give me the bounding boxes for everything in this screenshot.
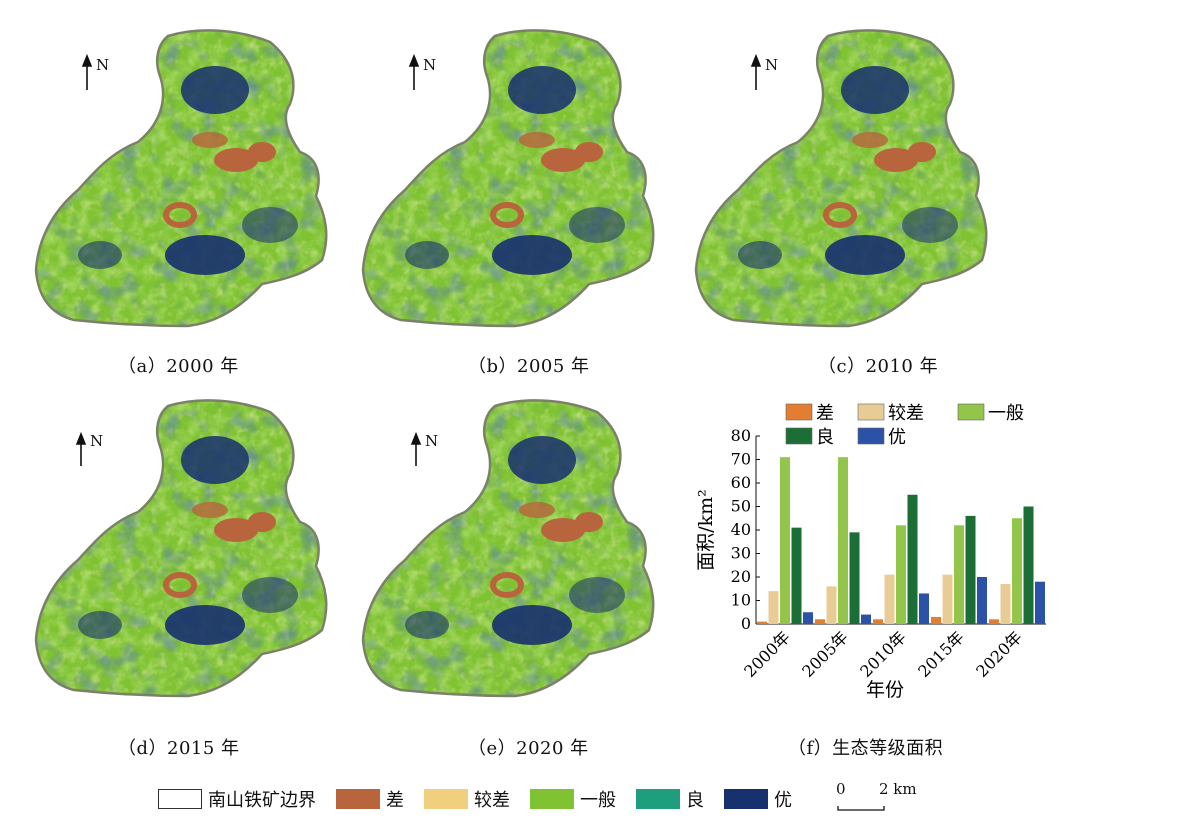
bar: [1035, 581, 1045, 624]
north-label: N: [425, 432, 439, 450]
legend-item-grade-3: 良: [636, 786, 704, 812]
y-tick-label: 0: [741, 614, 751, 633]
x-tick-label: 2000年: [740, 627, 794, 681]
y-tick-label: 10: [731, 591, 751, 610]
map-2010: [660, 0, 1020, 360]
north-arrow-icon: [408, 53, 420, 90]
grade-swatch: [636, 789, 680, 809]
legend-label-grade: 优: [774, 790, 792, 811]
legend-label-grade: 差: [386, 790, 404, 811]
bar: [977, 577, 987, 624]
north-label: N: [765, 56, 779, 74]
bar: [896, 525, 906, 624]
bar: [1023, 506, 1034, 624]
north-label: N: [423, 56, 437, 74]
legend-label: 一般: [988, 403, 1024, 424]
y-tick-label: 40: [731, 520, 751, 539]
north-arrow-icon: [75, 431, 87, 466]
legend-item-grade-0: 差: [336, 786, 404, 812]
legend-label-grade: 一般: [580, 790, 616, 811]
map-2000: [0, 0, 360, 360]
bar: [826, 586, 837, 624]
map-2020: [327, 370, 687, 730]
boundary-swatch: [158, 789, 202, 809]
scale-bar-graphic: [837, 806, 885, 811]
map-legend: 南山铁矿边界 差 较差 一般 良 优: [158, 786, 812, 812]
bar: [942, 574, 953, 624]
ecological-grade-area-chart: 0 10 20 30 40 50 60 70 80 2000年 2005年 2010年 2015年 202…: [695, 403, 1046, 701]
y-tick-label: 70: [731, 450, 751, 469]
y-tick-label: 50: [731, 497, 751, 516]
bar: [954, 525, 964, 624]
map-caption-2020: （e）2020 年: [468, 738, 589, 759]
legend-item-grade-2: 一般: [530, 786, 616, 812]
scale-bar: 0 2 km: [836, 780, 917, 816]
bar: [907, 494, 918, 624]
bar: [931, 616, 941, 624]
north-arrow-icon: [750, 53, 762, 90]
north-arrow-icon: [81, 53, 93, 90]
bar: [919, 593, 929, 624]
legend-label-grade: 良: [686, 790, 704, 811]
y-tick-label: 80: [731, 426, 751, 445]
x-tick-label: 2015年: [914, 627, 968, 681]
bar: [1012, 518, 1022, 624]
x-tick-label: 2020年: [972, 627, 1026, 681]
map-caption-2015: （d）2015 年: [118, 738, 240, 759]
y-tick-label: 30: [731, 544, 751, 563]
y-tick-label: 60: [731, 473, 751, 492]
bar: [791, 527, 802, 624]
north-label: N: [90, 432, 104, 450]
bar: [803, 612, 813, 624]
legend-item-grade-1: 较差: [424, 786, 510, 812]
legend-label-grade: 较差: [474, 790, 510, 811]
bar: [757, 621, 767, 624]
map-caption-2005: （b）2005 年: [468, 356, 590, 377]
bar: [815, 619, 825, 624]
legend-label: 良: [816, 427, 834, 448]
north-arrow-icon: [410, 431, 422, 466]
scale-start-label: 0: [836, 780, 846, 798]
bar: [1000, 584, 1011, 624]
x-tick-label: 2010年: [856, 627, 910, 681]
legend-swatch: [785, 403, 813, 421]
scale-end-label: 2 km: [879, 780, 917, 798]
bar: [873, 619, 883, 624]
legend-item-boundary: 南山铁矿边界: [158, 786, 316, 812]
x-axis-title: 年份: [866, 679, 904, 701]
bar: [861, 614, 871, 624]
legend-label: 优: [888, 427, 906, 448]
y-tick-label: 20: [731, 567, 751, 586]
legend-label-boundary: 南山铁矿边界: [208, 790, 316, 811]
legend-swatch: [785, 427, 813, 445]
legend-item-grade-4: 优: [724, 786, 792, 812]
bar: [849, 532, 860, 624]
y-axis-title: 面积/km²: [695, 489, 717, 571]
legend-label: 差: [816, 403, 834, 424]
north-label: N: [96, 56, 110, 74]
grade-swatch: [530, 789, 574, 809]
legend-swatch: [857, 403, 885, 421]
map-2015: [0, 370, 360, 730]
legend-swatch: [857, 427, 885, 445]
legend-swatch: [957, 403, 985, 421]
chart-caption: （f）生态等级面积: [788, 738, 944, 759]
north-arrow-icons: [75, 53, 762, 466]
legend-label: 较差: [888, 403, 924, 424]
bar: [965, 515, 976, 624]
grade-swatch: [424, 789, 468, 809]
grade-swatch: [336, 789, 380, 809]
bar: [768, 591, 779, 624]
bar: [884, 574, 895, 624]
bar: [989, 619, 999, 624]
grade-swatch: [724, 789, 768, 809]
map-caption-2000: （a）2000 年: [118, 356, 239, 377]
x-tick-label: 2005年: [798, 627, 852, 681]
map-2005: [327, 0, 687, 360]
map-caption-2010: （c）2010 年: [818, 356, 939, 377]
bar: [838, 457, 848, 624]
bar: [780, 457, 790, 624]
